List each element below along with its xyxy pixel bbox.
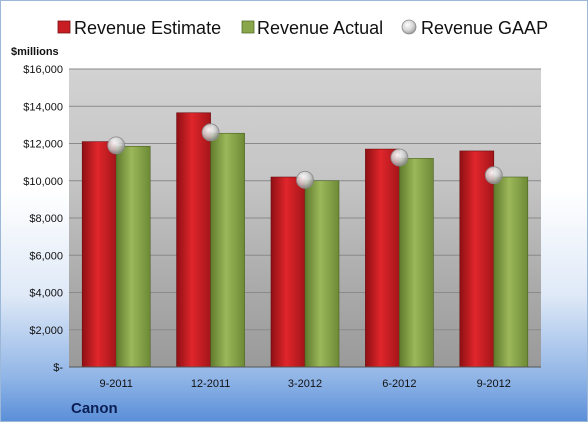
gaap-markers [107,123,503,189]
legend-label-estimate: Revenue Estimate [74,18,221,38]
company-name: Canon [71,400,118,417]
legend-label-gaap: Revenue GAAP [421,18,548,38]
legend-item-gaap: Revenue GAAP [401,18,548,38]
x-axis-ticks: 9-2011 12-2011 3-2012 6-2012 9-2012 [99,378,510,390]
legend-swatch-gaap [401,19,417,35]
bar-revenue-estimate [459,150,495,368]
y-tick-label: $2,000 [29,325,63,337]
legend-label-actual: Revenue Actual [257,18,383,38]
legend-swatch-estimate [57,20,71,34]
marker-revenue-gaap [107,136,126,155]
y-tick-label: $4,000 [29,288,63,300]
y-tick-label: $6,000 [29,250,63,262]
x-tick-label: 12-2011 [191,378,231,390]
marker-revenue-gaap [390,148,409,167]
x-tick-label: 9-2011 [99,378,132,390]
bar-revenue-estimate [81,141,117,368]
bar-revenue-actual [493,176,529,368]
marker-revenue-gaap [296,170,314,189]
y-tick-label: $- [53,362,63,374]
legend-swatch-actual [241,20,255,34]
y-tick-label: $16,000 [23,64,63,76]
marker-revenue-gaap [484,166,503,185]
bar-revenue-estimate [176,112,211,368]
bar-revenue-actual [115,145,151,368]
y-tick-label: $8,000 [29,213,63,225]
marker-revenue-gaap [201,123,220,142]
bar-revenue-estimate [270,176,306,368]
y-tick-label: $14,000 [23,101,63,113]
x-tick-label: 6-2012 [382,378,416,390]
legend-item-estimate: Revenue Estimate [57,18,221,38]
legend: Revenue Estimate Revenue Actual Revenue … [57,18,548,38]
legend-item-actual: Revenue Actual [241,18,383,38]
bar-revenue-actual [210,132,245,368]
y-axis-unit-label: $millions [11,46,59,58]
y-axis-ticks: $- $2,000 $4,000 $6,000 $8,000 $10,000 $12,000… [23,64,63,374]
bar-revenue-actual [304,180,340,368]
bars [81,112,529,368]
x-tick-label: 3-2012 [288,378,322,390]
bar-revenue-actual [399,158,434,368]
bar-revenue-estimate [365,148,400,368]
y-tick-label: $10,000 [23,176,63,188]
x-tick-label: 9-2012 [477,378,511,390]
y-tick-label: $12,000 [23,139,63,151]
